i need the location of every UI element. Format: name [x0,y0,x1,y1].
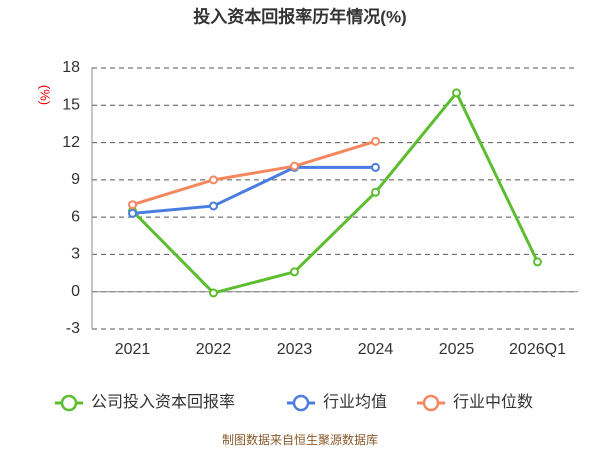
x-tick-label: 2024 [358,341,394,358]
data-point [128,200,137,210]
series-line [132,139,376,207]
data-point [290,161,299,171]
legend-swatch [60,394,78,412]
y-tick-label: 18 [62,59,80,76]
y-tick-label: 9 [71,171,80,188]
legend-label: 行业均值 [323,393,387,411]
chart-title: 投入资本回报率历年情况(%) [193,6,406,26]
data-point [452,88,461,98]
x-tick-label: 2025 [439,341,475,358]
data-point [209,201,218,211]
data-point [209,288,218,298]
y-tick-label: -3 [66,320,80,337]
y-axis-label: (%) [38,85,53,105]
x-tick-label: 2026Q1 [509,341,566,358]
series-line [132,165,376,215]
legend-label: 行业中位数 [453,393,533,411]
data-point [290,267,299,277]
source-note: 制图数据来自恒生聚源数据库 [222,432,378,447]
data-point [371,136,380,146]
y-tick-label: 6 [71,208,80,225]
legend-swatch [422,394,440,412]
x-tick-label: 2022 [196,341,232,358]
series-line [131,90,539,295]
data-point [128,208,137,218]
data-point [533,257,542,267]
data-point [371,187,380,197]
legend-label: 公司投入资本回报率 [91,393,235,411]
x-tick-label: 2021 [115,341,151,358]
y-tick-label: 15 [62,97,80,114]
x-tick-label: 2023 [277,341,313,358]
y-tick-label: 12 [62,134,80,151]
legend-swatch [292,394,310,412]
y-tick-label: 3 [71,246,80,263]
data-point [371,162,380,172]
data-point [209,175,218,185]
y-tick-label: 0 [71,283,80,300]
